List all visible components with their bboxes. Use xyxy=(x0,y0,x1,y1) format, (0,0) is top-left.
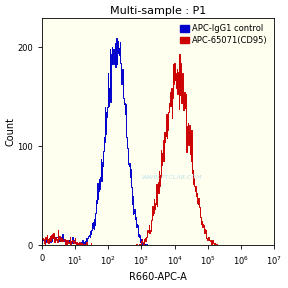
X-axis label: R660-APC-A: R660-APC-A xyxy=(129,272,187,283)
Text: WWW.PTCLAB.COM: WWW.PTCLAB.COM xyxy=(142,175,202,180)
Legend: APC-IgG1 control, APC-65071(CD95): APC-IgG1 control, APC-65071(CD95) xyxy=(178,22,270,48)
Y-axis label: Count: Count xyxy=(5,117,16,146)
Title: Multi-sample : P1: Multi-sample : P1 xyxy=(110,5,206,16)
